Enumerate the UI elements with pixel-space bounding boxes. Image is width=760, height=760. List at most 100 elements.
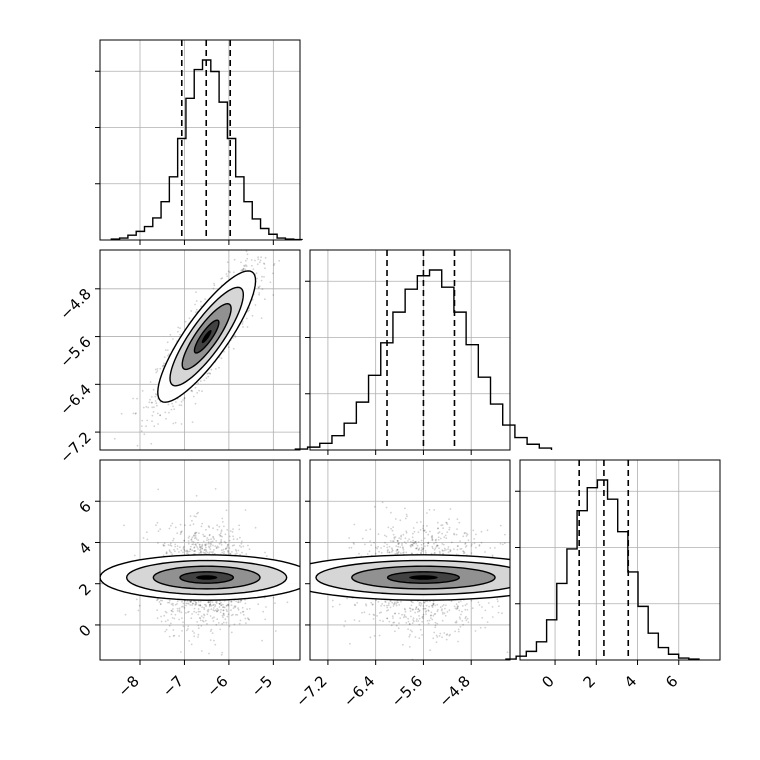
- sample-point: [393, 536, 396, 539]
- sample-point: [512, 595, 514, 597]
- sample-point: [222, 616, 224, 619]
- sample-point: [194, 549, 197, 552]
- sample-point: [224, 541, 227, 544]
- sample-point: [145, 425, 148, 428]
- sample-point: [197, 548, 199, 550]
- sample-point: [189, 601, 192, 604]
- sample-point: [257, 258, 260, 260]
- sample-point: [193, 546, 196, 548]
- sample-point: [440, 524, 443, 527]
- sample-point: [209, 548, 212, 551]
- sample-point: [209, 600, 211, 603]
- x-tick-label: 2: [580, 672, 599, 691]
- sample-point: [455, 621, 458, 624]
- sample-point: [191, 540, 194, 543]
- sample-point: [396, 540, 399, 542]
- sample-point: [187, 537, 190, 539]
- sample-point: [201, 390, 203, 393]
- sample-point: [193, 532, 196, 535]
- sample-point: [384, 600, 386, 602]
- sample-point: [205, 543, 208, 546]
- x-tick-label: −6: [203, 672, 231, 700]
- scatter-panel-1-2: [99, 249, 301, 451]
- sample-point: [190, 545, 192, 548]
- sample-point: [393, 537, 396, 540]
- sample-point: [238, 524, 241, 527]
- sample-point: [417, 620, 420, 622]
- sample-point: [154, 400, 157, 402]
- sample-point: [380, 547, 382, 549]
- sample-point: [142, 406, 145, 409]
- sample-point: [415, 547, 417, 550]
- sample-point: [192, 395, 195, 398]
- sample-point: [392, 540, 395, 542]
- sample-point: [375, 546, 377, 549]
- sample-point: [402, 548, 405, 551]
- sample-point: [254, 526, 257, 529]
- sample-point: [200, 525, 203, 528]
- sample-point: [218, 533, 221, 536]
- sample-point: [174, 526, 177, 529]
- sample-point: [171, 617, 174, 619]
- sample-point: [421, 550, 424, 552]
- sample-point: [415, 607, 418, 609]
- sample-point: [198, 544, 201, 546]
- sample-point: [216, 528, 219, 531]
- sample-point: [208, 533, 211, 536]
- sample-point: [194, 536, 197, 539]
- sample-point: [183, 549, 186, 552]
- sample-point: [424, 607, 427, 610]
- sample-point: [193, 550, 196, 552]
- sample-point: [365, 603, 367, 606]
- sample-point: [453, 605, 456, 608]
- sample-point: [392, 621, 395, 624]
- sample-point: [441, 636, 443, 639]
- sample-point: [404, 517, 407, 520]
- sample-point: [464, 608, 467, 611]
- sample-point: [344, 620, 347, 623]
- sample-point: [181, 630, 183, 632]
- histogram-step: [505, 479, 700, 660]
- sample-point: [197, 627, 200, 630]
- sample-point: [194, 534, 197, 537]
- sample-point: [256, 263, 259, 266]
- sample-point: [200, 545, 203, 548]
- sample-point: [258, 285, 261, 288]
- sample-point: [197, 604, 200, 607]
- sample-point: [244, 509, 247, 511]
- sample-point: [368, 550, 371, 553]
- sample-point: [380, 605, 382, 607]
- sample-point: [159, 367, 162, 370]
- sample-point: [156, 609, 159, 612]
- sample-point: [395, 624, 398, 627]
- sample-point: [196, 512, 198, 515]
- sample-point: [172, 537, 175, 540]
- sample-point: [429, 614, 432, 617]
- sample-point: [381, 501, 384, 504]
- sample-point: [198, 532, 200, 534]
- sample-point: [437, 527, 439, 529]
- sample-point: [454, 621, 457, 624]
- sample-point: [167, 354, 169, 357]
- sample-point: [169, 544, 172, 547]
- sample-point: [207, 601, 210, 604]
- sample-point: [434, 539, 437, 542]
- sample-point: [241, 269, 244, 271]
- sample-point: [193, 515, 196, 517]
- sample-point: [204, 548, 206, 551]
- sample-point: [176, 548, 179, 550]
- sample-point: [386, 543, 388, 546]
- sample-point: [215, 546, 218, 549]
- sample-point: [172, 405, 175, 408]
- contour-line-1: [310, 554, 510, 601]
- sample-point: [438, 635, 441, 637]
- sample-point: [375, 599, 378, 602]
- sample-point: [230, 609, 232, 612]
- sample-point: [470, 599, 473, 602]
- sample-point: [208, 546, 211, 549]
- sample-point: [264, 551, 266, 554]
- sample-point: [225, 509, 228, 512]
- sample-point: [378, 634, 381, 637]
- sample-point: [197, 633, 200, 636]
